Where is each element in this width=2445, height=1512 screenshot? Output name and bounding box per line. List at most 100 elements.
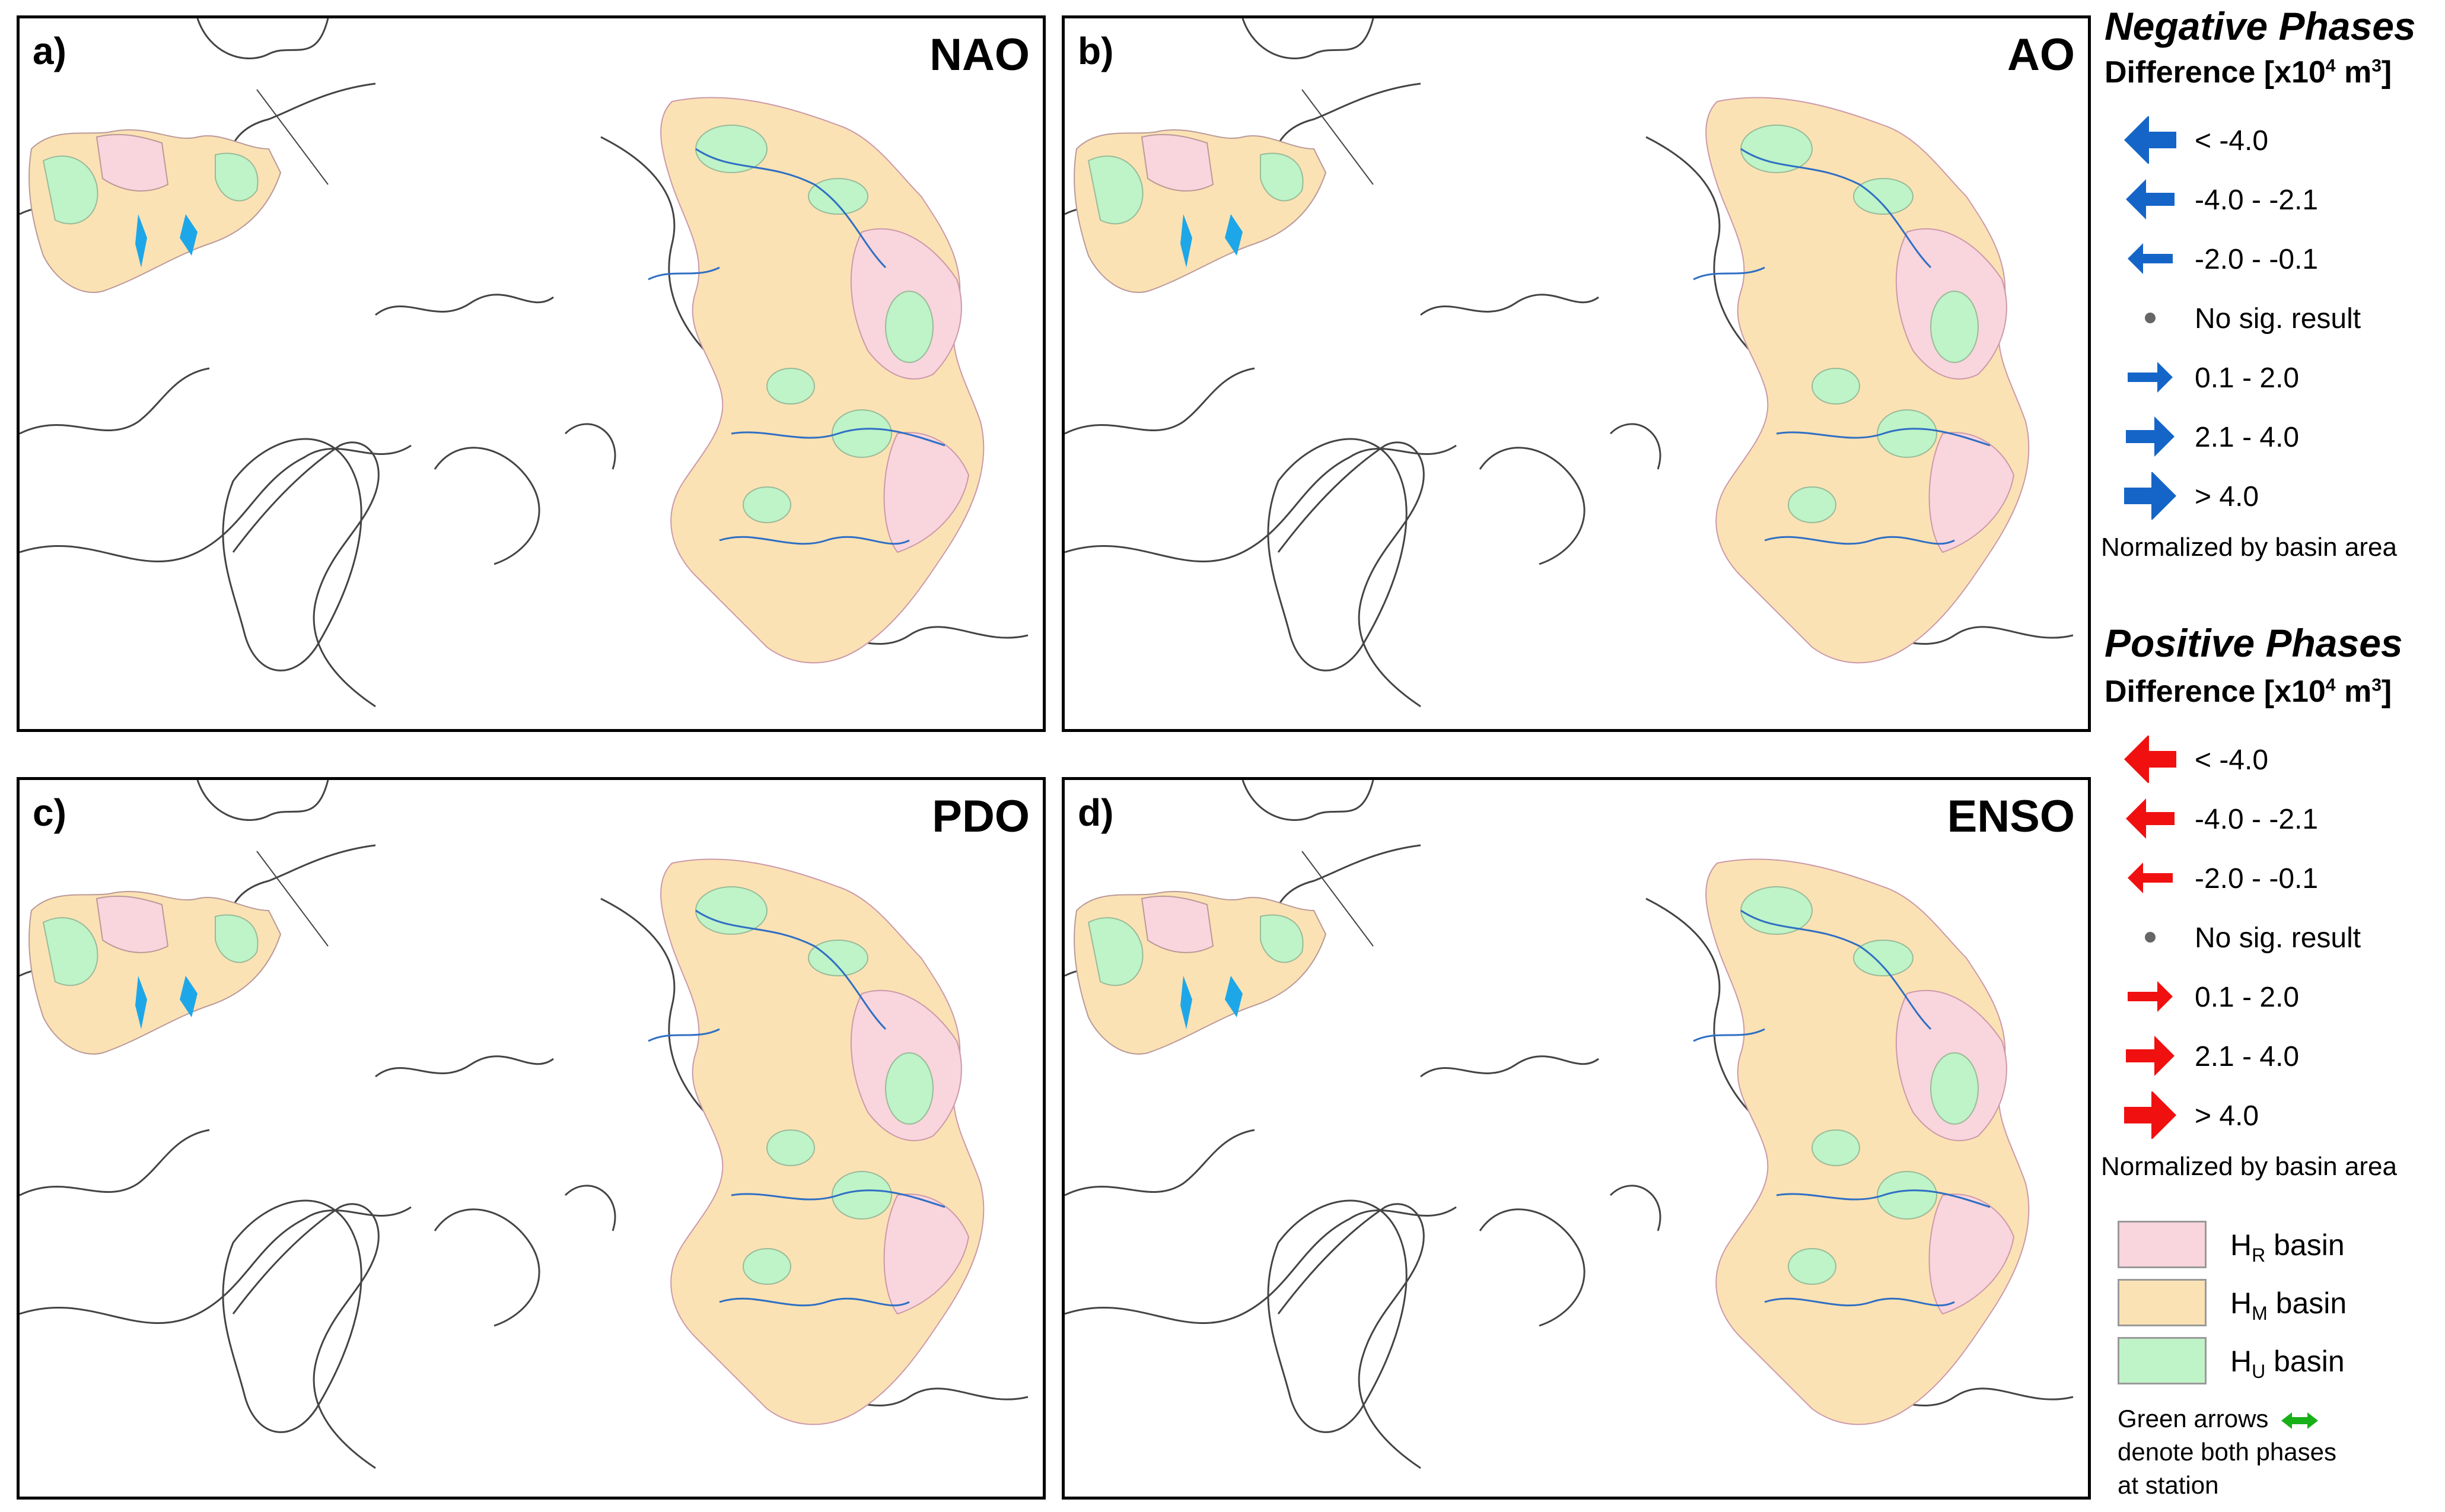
legend-item: -2.0 - -0.1 [2094,854,2445,902]
hm-basin-label: HM basin [2230,1287,2347,1324]
hu-basin [832,409,892,458]
map-panel-ao: b) AO [1062,15,2091,732]
coastline [20,1206,412,1324]
coastline [1479,1208,1586,1327]
arrow-right-icon [2126,1036,2175,1076]
coastline [1609,423,1661,470]
hu-basin [766,1129,815,1166]
double-arrow-icon [2281,1412,2319,1429]
river [1764,536,1955,545]
river [1776,1189,1991,1208]
positive-phases-title: Positive Phases [2105,621,2403,665]
dot-icon [2145,932,2156,943]
legend-item-label: No sig. result [2195,922,2361,954]
panel-letter: c) [33,791,66,834]
hr-basin [883,432,970,553]
river [648,1028,720,1042]
arrow-right-icon [2128,981,2173,1012]
map-canvas [1065,18,2074,708]
arrow-right-icon [2124,1091,2176,1139]
map-canvas [20,18,1029,708]
legend-item-label: 0.1 - 2.0 [2195,982,2300,1013]
river [719,1297,910,1307]
negative-phases-title: Negative Phases [2105,4,2416,48]
legend-item-label: -4.0 - -2.1 [2195,184,2319,216]
positive-difference-label: Difference [x104 m3] [2105,674,2392,709]
border-line [256,89,329,185]
landmass-outline [222,1199,362,1433]
coastline [1065,444,1457,562]
map-canvas [1065,780,2074,1469]
panel-index-name: AO [2007,30,2075,80]
hr-basin-swatch [2118,1221,2207,1268]
river [719,536,910,545]
coastline [1277,1203,1425,1469]
eastern-basins [648,97,985,664]
arrow-right-icon [2126,416,2175,457]
landmass-outline [222,438,362,671]
border-line [1301,851,1374,947]
hu-basin [42,155,98,225]
legend-item: < -4.0 [2094,736,2445,783]
legend-item: No sig. result [2094,913,2445,961]
legend-item: > 4.0 [2094,1091,2445,1139]
hu-basin [1853,178,1914,215]
hr-basin [95,133,169,192]
lake [135,976,147,1029]
lake [1180,214,1192,268]
hr-basin-label: HR basin [2230,1228,2345,1266]
panel-index-name: PDO [932,791,1030,842]
coastline [232,441,380,708]
hu-basin-label: HU basin [2230,1345,2345,1382]
coastline [1277,441,1425,708]
legend-item-label: 0.1 - 2.0 [2195,362,2300,394]
hr-basin [1928,1193,2015,1315]
arrow-left-icon [2124,116,2176,164]
lake [180,214,198,256]
legend-item: 2.1 - 4.0 [2094,413,2445,460]
hu-basin [1788,486,1836,523]
landmass-outline [1267,438,1408,671]
coastline [1065,1206,1457,1324]
hu-basin [743,1248,791,1285]
hu-basin [1812,368,1860,405]
lake [1180,976,1192,1029]
river [1764,1297,1955,1307]
map-panel-nao: a) NAO [17,15,1046,732]
hu-basin [808,940,868,976]
map-canvas [20,780,1029,1469]
hu-basin [695,125,768,173]
hu-basin [1260,152,1304,202]
river [731,1189,945,1208]
lake [1225,214,1243,256]
hu-basin [1087,155,1144,225]
hr-basin [95,895,169,953]
coastline [20,444,412,562]
legend-item-label: -2.0 - -0.1 [2195,244,2319,275]
legend-item-label: < -4.0 [2195,744,2269,776]
river [695,148,887,269]
legend-item: 2.1 - 4.0 [2094,1032,2445,1080]
hr-basin [1141,133,1214,192]
eastern-basins [1693,858,2030,1425]
eastern-basins [648,858,985,1425]
hu-basin-swatch [2118,1337,2207,1384]
hu-basin [832,1171,892,1220]
coastline [375,294,554,316]
arrow-left-icon [2128,862,2173,893]
lake [1225,976,1243,1017]
hu-basin [885,1052,934,1125]
coastline [1420,294,1599,316]
coastline [1241,18,1374,59]
lake [180,976,198,1017]
coastline [232,1203,380,1469]
legend-item: -4.0 - -2.1 [2094,176,2445,223]
legend-item-label: -4.0 - -2.1 [2195,804,2319,835]
panel-letter: d) [1078,791,1114,834]
hu-basin [1930,291,1979,363]
panel-letter: a) [33,30,66,72]
positive-normalized-note: Normalized by basin area [2101,1152,2397,1181]
coastline [196,780,329,821]
map-panel-enso: d) ENSO [1062,777,2091,1500]
legend-item-label: No sig. result [2195,303,2361,335]
